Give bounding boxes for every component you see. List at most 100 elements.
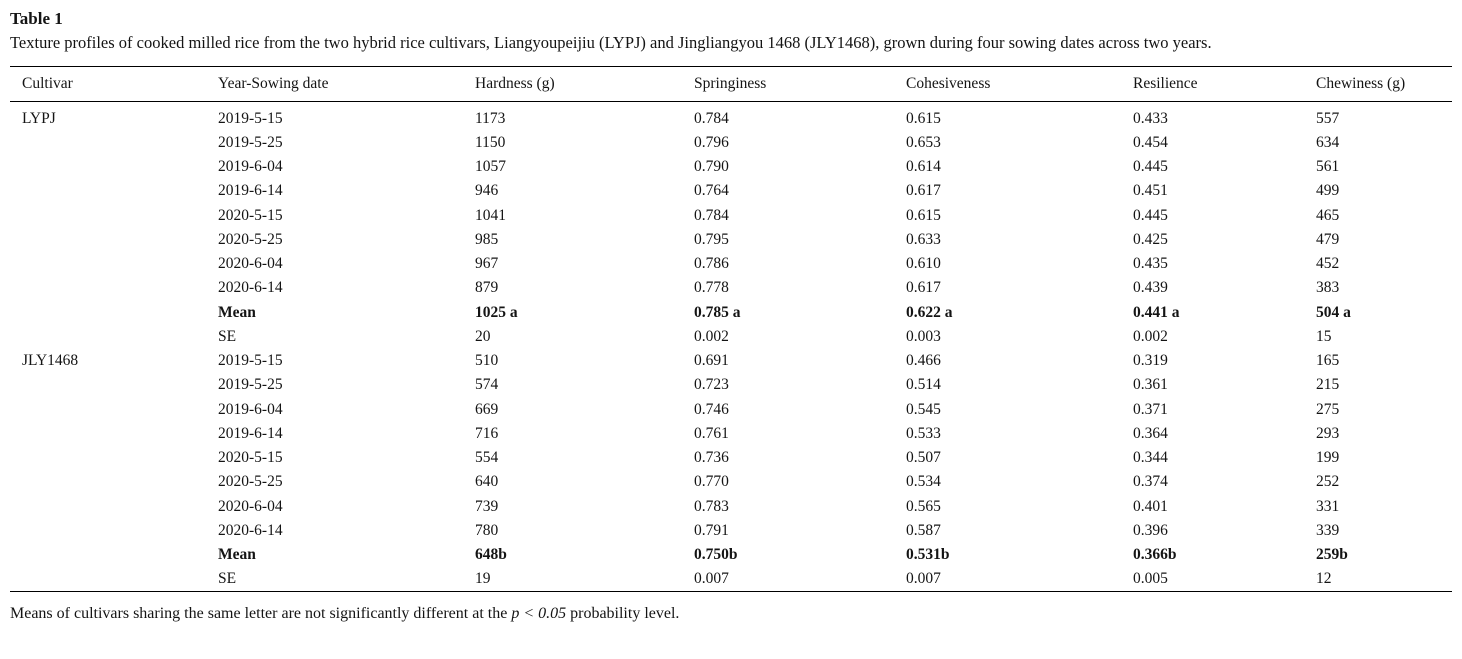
column-header-3: Springiness	[682, 66, 894, 103]
table-cell: 0.778	[694, 279, 729, 297]
table-row: 2020-5-15 1041 0.784 0.615 0.445 465	[10, 203, 1452, 227]
table-cell: 12	[1316, 570, 1332, 588]
table-cell: 0.003	[906, 327, 941, 345]
table-row: 2020-5-25 640 0.770 0.534 0.374 252	[10, 470, 1452, 494]
table-cell: 504 a	[1316, 303, 1351, 321]
table-cell: 1057	[475, 158, 506, 176]
table-cell: 2019-5-25	[218, 376, 283, 394]
table-cell: 0.507	[906, 449, 941, 467]
table-cell	[10, 131, 206, 155]
table-cell: 2020-6-14	[218, 521, 283, 539]
table-cell: 0.790	[694, 158, 729, 176]
table-cell	[10, 179, 206, 203]
texture-profile-table: Cultivar Year-Sowing date Hardness (g) Spri…	[10, 66, 1452, 593]
table-cell: 0.750b	[694, 546, 738, 564]
footnote-text: Means of cultivars sharing the same lett…	[10, 605, 512, 623]
table-cell: 2019-6-04	[218, 158, 283, 176]
table-cell: JLY1468	[22, 352, 79, 370]
table-cell: 0.374	[1133, 473, 1168, 491]
table-cell: 967	[475, 255, 499, 273]
table-cell: 259b	[1316, 546, 1348, 564]
table-row: 2020-5-25 985 0.795 0.633 0.425 479	[10, 228, 1452, 252]
table-cell: 479	[1316, 230, 1340, 248]
table-cell: 0.441 a	[1133, 303, 1180, 321]
table-cell: 0.791	[694, 521, 729, 539]
column-header-2: Hardness (g)	[463, 66, 682, 103]
table-cell: 0.361	[1133, 376, 1168, 394]
table-row: 2019-6-14 716 0.761 0.533 0.364 293	[10, 422, 1452, 446]
table-row: JLY1468 2019-5-15 510 0.691 0.466 0.319 165	[10, 349, 1452, 373]
table-cell: 0.445	[1133, 158, 1168, 176]
column-header-6: Chewiness (g)	[1304, 66, 1452, 103]
table-cell: 0.445	[1133, 206, 1168, 224]
table-cell	[10, 325, 206, 349]
table-cell: 0.344	[1133, 449, 1168, 467]
table-cell	[10, 300, 206, 324]
table-cell: LYPJ	[22, 109, 56, 127]
table-cell: 0.615	[906, 206, 941, 224]
column-header-1: Year-Sowing date	[206, 66, 463, 103]
table-cell: 2020-5-15	[218, 449, 283, 467]
table-cell: 2019-5-15	[218, 352, 283, 370]
column-header-4: Cohesiveness	[894, 66, 1121, 103]
table-cell: 0.534	[906, 473, 941, 491]
table-cell: 0.533	[906, 424, 941, 442]
table-cell: 634	[1316, 133, 1340, 151]
table-cell: 0.451	[1133, 182, 1168, 200]
table-cell: 0.610	[906, 255, 941, 273]
table-row: 2020-6-04 739 0.783 0.565 0.401 331	[10, 494, 1452, 518]
table-cell: 557	[1316, 109, 1340, 127]
table-cell: 0.565	[906, 497, 941, 515]
table-cell	[10, 519, 206, 543]
table-cell: 2019-6-14	[218, 424, 283, 442]
table-cell: 2020-5-25	[218, 473, 283, 491]
table-cell: 2019-5-25	[218, 133, 283, 151]
table-cell	[10, 373, 206, 397]
table-cell: 0.796	[694, 133, 729, 151]
table-cell: 0.433	[1133, 109, 1168, 127]
table-row: 2020-6-14 879 0.778 0.617 0.439 383	[10, 276, 1452, 300]
table-cell: 2019-5-15	[218, 109, 283, 127]
table-row: SE 19 0.007 0.007 0.005 12	[10, 567, 1452, 592]
table-cell: 739	[475, 497, 499, 515]
table-cell: 780	[475, 521, 499, 539]
table-cell: 0.466	[906, 352, 941, 370]
table-cell: 199	[1316, 449, 1340, 467]
table-cell: 20	[475, 327, 491, 345]
table-row: Mean 1025 a 0.785 a 0.622 a 0.441 a 504 a	[10, 300, 1452, 324]
table-cell	[10, 543, 206, 567]
table-cell	[10, 567, 206, 592]
table-cell: 0.785 a	[694, 303, 741, 321]
table-caption: Texture profiles of cooked milled rice f…	[10, 33, 1212, 53]
table-cell	[10, 228, 206, 252]
table-cell: 15	[1316, 327, 1332, 345]
table-cell: 0.396	[1133, 521, 1168, 539]
table-cell: 0.531b	[906, 546, 950, 564]
table-cell: 0.007	[906, 570, 941, 588]
table-cell	[10, 155, 206, 179]
table-cell: 0.319	[1133, 352, 1168, 370]
table-cell: 2020-5-25	[218, 230, 283, 248]
table-footnote: Means of cultivars sharing the same lett…	[10, 603, 1452, 625]
table-cell: 2020-6-04	[218, 497, 283, 515]
table-cell: 0.764	[694, 182, 729, 200]
table-cell: 0.617	[906, 279, 941, 297]
table-cell: 0.007	[694, 570, 729, 588]
table-cell: 0.691	[694, 352, 729, 370]
table-cell: 0.371	[1133, 400, 1168, 418]
table-cell: 0.770	[694, 473, 729, 491]
table-cell: SE	[218, 570, 237, 588]
table-cell: 669	[475, 400, 499, 418]
table-cell: 215	[1316, 376, 1340, 394]
table-cell: 985	[475, 230, 499, 248]
table-row: SE 20 0.002 0.003 0.002 15	[10, 325, 1452, 349]
table-cell: 510	[475, 352, 499, 370]
table-row: 2019-5-25 1150 0.796 0.653 0.454 634	[10, 131, 1452, 155]
table-cell: 879	[475, 279, 499, 297]
table-cell	[10, 422, 206, 446]
table-cell: 648b	[475, 546, 507, 564]
table-cell: 0.784	[694, 206, 729, 224]
table-cell: Mean	[218, 303, 256, 321]
table-cell: SE	[218, 327, 237, 345]
